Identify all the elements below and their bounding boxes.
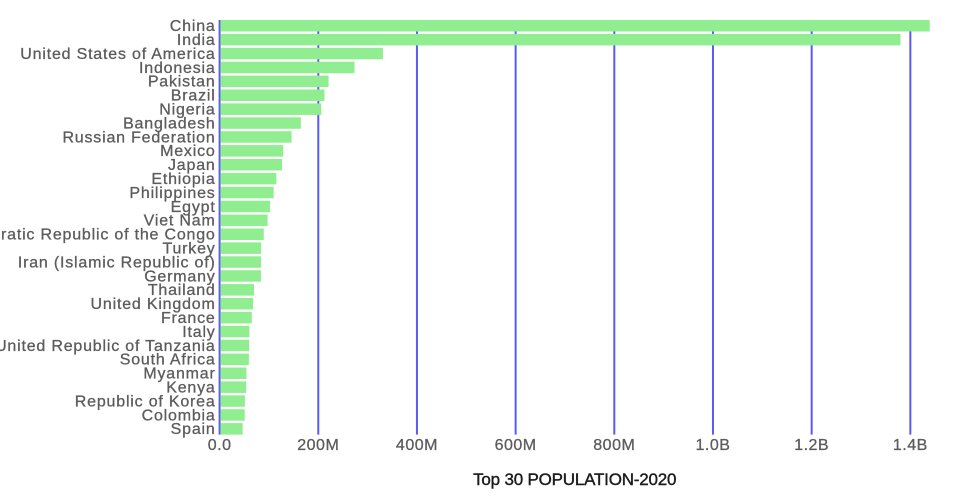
svg-text:Ethiopia: Ethiopia bbox=[151, 171, 215, 188]
svg-text:Spain: Spain bbox=[171, 421, 216, 438]
svg-text:Nigeria: Nigeria bbox=[159, 101, 215, 118]
svg-text:1.4B: 1.4B bbox=[893, 437, 928, 454]
svg-text:600M: 600M bbox=[495, 437, 537, 454]
svg-text:Top 30 POPULATION-2020: Top 30 POPULATION-2020 bbox=[473, 470, 676, 489]
svg-text:China: China bbox=[170, 18, 216, 35]
svg-text:India: India bbox=[177, 32, 216, 49]
svg-text:Pakistan: Pakistan bbox=[148, 74, 216, 91]
svg-text:South Africa: South Africa bbox=[120, 352, 216, 369]
svg-text:Egypt: Egypt bbox=[171, 199, 216, 216]
svg-text:800M: 800M bbox=[593, 437, 635, 454]
svg-text:United Republic of Tanzania: United Republic of Tanzania bbox=[0, 338, 216, 355]
svg-text:Bangladesh: Bangladesh bbox=[123, 115, 216, 132]
svg-text:Turkey: Turkey bbox=[162, 240, 215, 257]
svg-text:200M: 200M bbox=[297, 437, 339, 454]
svg-text:Japan: Japan bbox=[168, 157, 216, 174]
svg-text:Russian Federation: Russian Federation bbox=[62, 129, 215, 146]
svg-text:Colombia: Colombia bbox=[142, 407, 216, 424]
svg-text:1.2B: 1.2B bbox=[794, 437, 829, 454]
svg-text:0.0: 0.0 bbox=[208, 437, 232, 454]
svg-text:Kenya: Kenya bbox=[166, 379, 215, 396]
svg-text:Myanmar: Myanmar bbox=[143, 366, 215, 383]
svg-text:Thailand: Thailand bbox=[148, 282, 216, 299]
svg-text:Democratic Republic of the Con: Democratic Republic of the Congo bbox=[0, 227, 216, 244]
svg-text:United States of America: United States of America bbox=[20, 46, 215, 63]
svg-text:Viet Nam: Viet Nam bbox=[144, 213, 216, 230]
svg-text:Germany: Germany bbox=[144, 268, 215, 285]
svg-text:Republic of Korea: Republic of Korea bbox=[75, 393, 216, 410]
svg-text:400M: 400M bbox=[396, 437, 438, 454]
svg-text:France: France bbox=[161, 310, 216, 327]
svg-text:Italy: Italy bbox=[182, 324, 215, 341]
svg-text:Iran (Islamic Republic of): Iran (Islamic Republic of) bbox=[18, 254, 216, 271]
svg-text:Mexico: Mexico bbox=[160, 143, 215, 160]
svg-text:Indonesia: Indonesia bbox=[139, 60, 216, 77]
svg-text:1.0B: 1.0B bbox=[696, 437, 731, 454]
svg-text:United Kingdom: United Kingdom bbox=[91, 296, 216, 313]
svg-text:Philippines: Philippines bbox=[129, 185, 215, 202]
svg-text:Brazil: Brazil bbox=[171, 88, 216, 105]
